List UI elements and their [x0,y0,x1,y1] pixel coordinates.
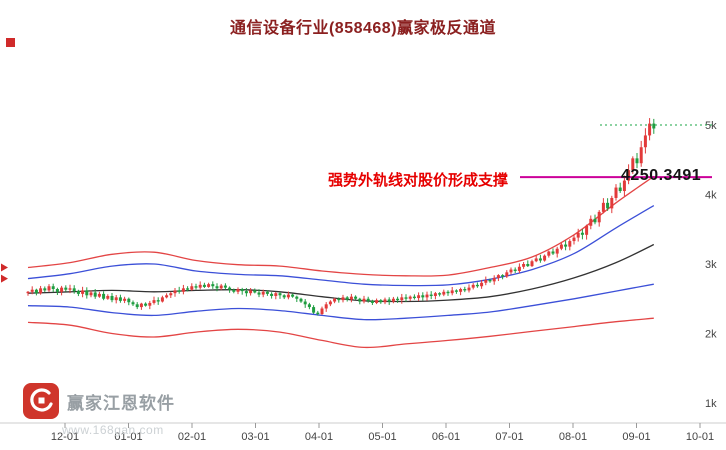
svg-text:1k: 1k [705,398,717,410]
candles-layer [26,118,656,316]
annotation-support-text: 强势外轨线对股价形成支撑 [328,172,509,189]
svg-text:07-01: 07-01 [495,431,523,443]
svg-text:3k: 3k [705,259,717,271]
svg-text:08-01: 08-01 [559,431,587,443]
svg-text:02-01: 02-01 [178,431,206,443]
svg-text:2k: 2k [705,329,717,341]
svg-text:09-01: 09-01 [622,431,650,443]
svg-text:06-01: 06-01 [432,431,460,443]
svg-text:04-01: 04-01 [305,431,333,443]
svg-text:12-01: 12-01 [51,431,79,443]
svg-text:10-01: 10-01 [686,431,714,443]
channel-lines-layer [27,175,655,349]
svg-text:5k: 5k [705,120,717,132]
outer-rail-up [27,175,655,277]
top-left-marker-icon [6,38,15,47]
svg-text:01-01: 01-01 [114,431,142,443]
svg-text:4k: 4k [705,190,717,202]
x-axis: 12-01 01-01 02-01 03-01 04-01 05-01 06-01 07-01… [0,422,726,443]
chart-title: 通信设备行业(858468)赢家极反通道 [229,20,497,37]
svg-text:03-01: 03-01 [241,431,269,443]
y-axis: 5k 4k 3k 2k 1k [705,120,717,410]
left-marker-icon [1,263,8,272]
annotation-price-label: 4250.3491 [621,167,702,184]
outer-rail-down [27,317,654,349]
watermark-name: 赢家江恩软件 [67,393,175,413]
left-marker-icon [1,274,8,283]
inner-rail-down [27,283,654,321]
watermark: 赢家江恩软件 www.168gan.com [22,382,222,437]
inner-rail-up [27,205,655,287]
winner-logo-icon [23,383,59,419]
watermark-site: www.168gan.com [62,423,164,437]
left-edge-markers [1,263,8,283]
svg-text:05-01: 05-01 [368,431,396,443]
